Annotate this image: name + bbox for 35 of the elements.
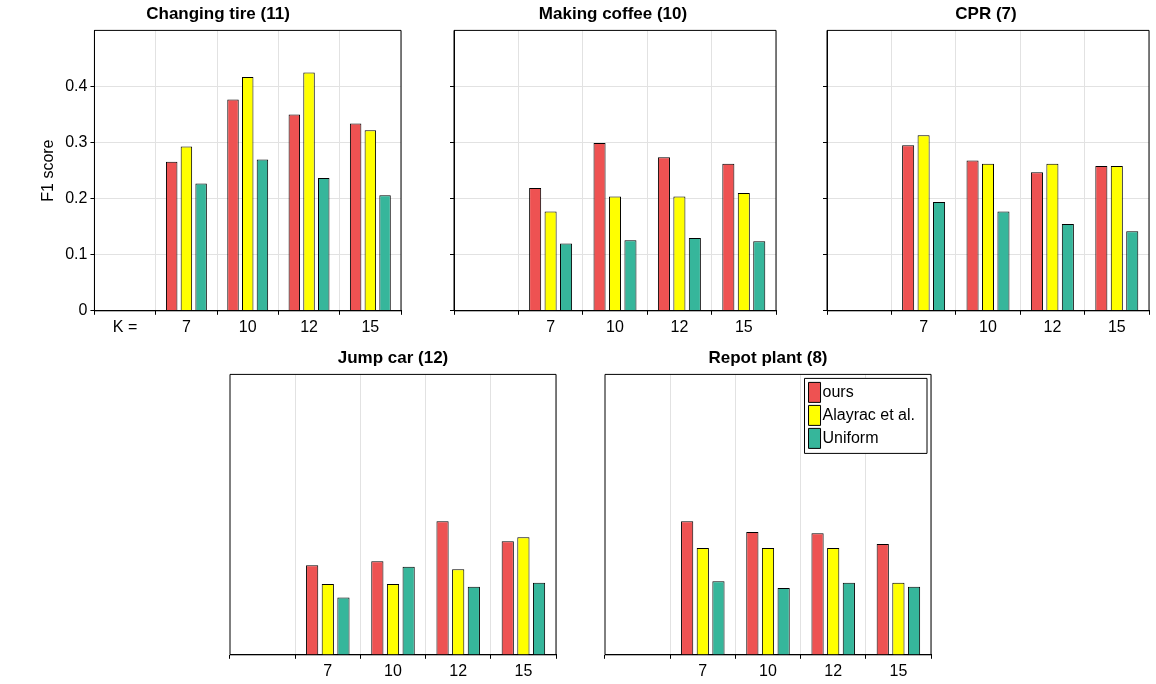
y-tick-label: 0.1 [65,245,88,263]
x-tick-label: 12 [824,661,843,679]
x-tick-label: 7 [323,661,333,679]
x-tick-label: 7 [919,317,929,335]
x-tick-label: K = [112,317,138,335]
y-tick-label: 0.4 [65,76,88,94]
x-tick-label: 10 [238,317,257,335]
x-tick-label: 15 [734,317,753,335]
x-tick-label: 7 [181,317,191,335]
legend-label: Alayrac et al. [822,405,915,423]
x-tick-label: 7 [546,317,556,335]
x-tick-label: 7 [698,661,708,679]
x-tick-label: 12 [300,317,319,335]
x-tick-label: 15 [1107,317,1126,335]
x-tick-label: 12 [449,661,468,679]
x-tick-label: 15 [514,661,533,679]
y-tick-label: 0 [78,301,88,319]
legend-label: Uniform [822,428,879,446]
y-tick-label: 0.3 [65,132,88,150]
chart-title: Making coffee (10) [538,3,688,23]
y-axis-title: F1 score [39,139,57,202]
legend-label: ours [822,382,854,400]
x-tick-label: 10 [759,661,777,679]
chart-title: Changing tire (11) [146,3,290,23]
x-tick-label: 10 [979,317,997,335]
x-tick-label: 10 [606,317,624,335]
x-tick-label: 10 [384,661,402,679]
x-tick-label: 12 [1043,317,1062,335]
chart-title: CPR (7) [955,3,1017,23]
chart-title: Jump car (12) [337,347,449,367]
x-tick-label: 12 [670,317,689,335]
x-tick-label: 15 [361,317,380,335]
x-tick-label: 15 [889,661,908,679]
y-tick-label: 0.2 [65,189,88,207]
chart-title: Repot plant (8) [708,347,828,367]
